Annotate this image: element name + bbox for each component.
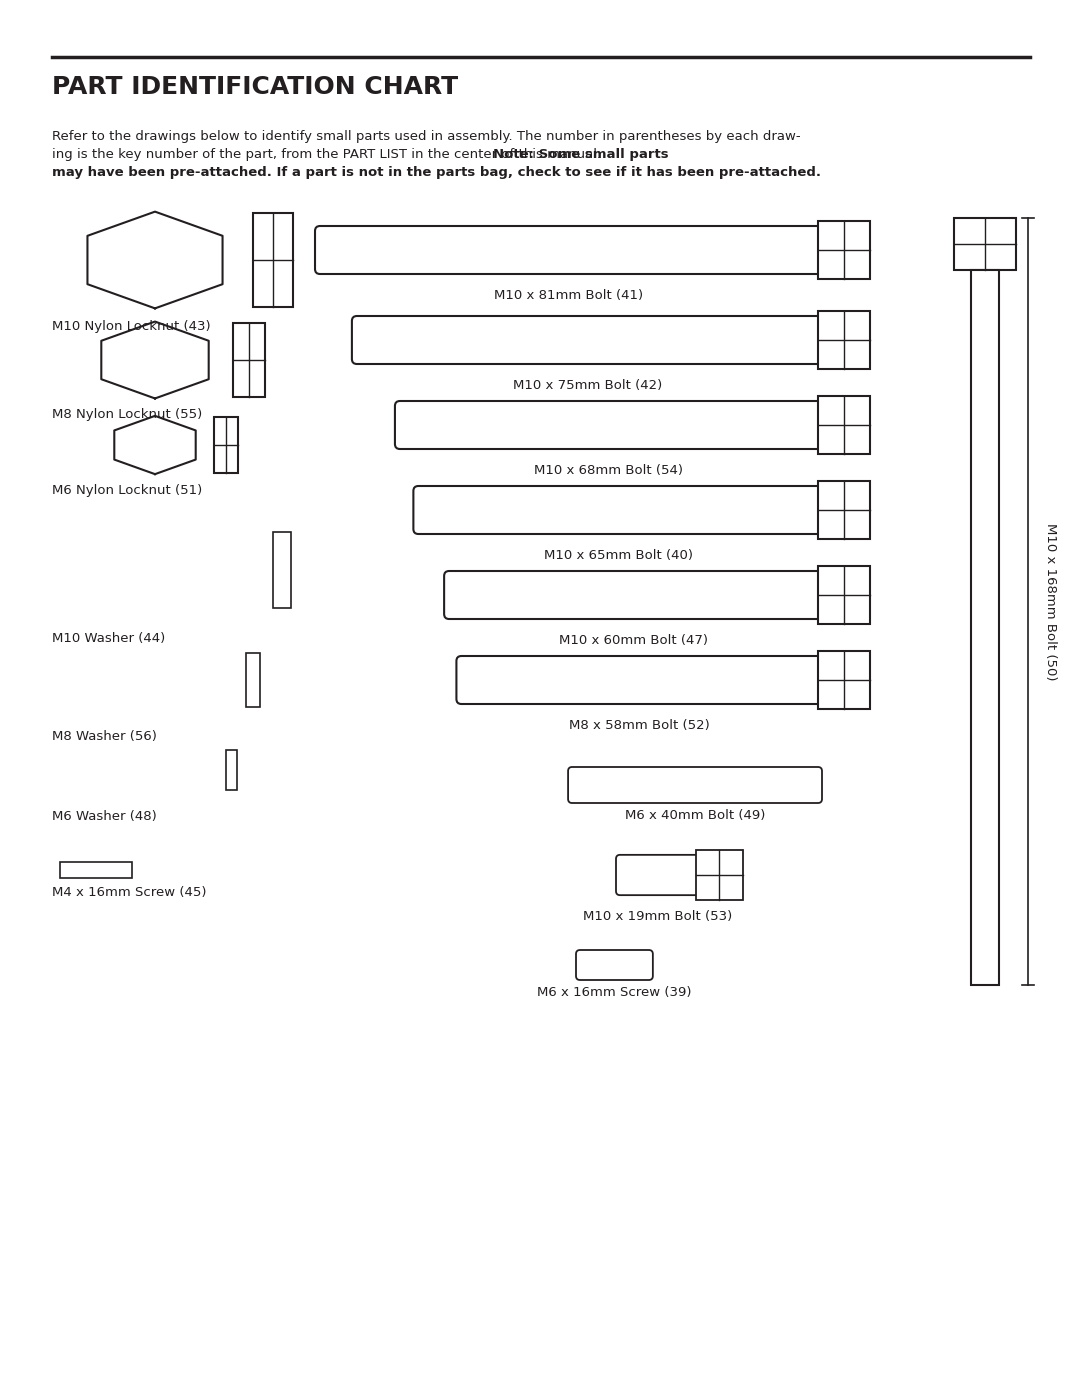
Text: M10 Nylon Locknut (43): M10 Nylon Locknut (43) — [52, 320, 211, 334]
Text: M8 Nylon Locknut (55): M8 Nylon Locknut (55) — [52, 408, 202, 422]
Bar — [233, 323, 265, 397]
FancyBboxPatch shape — [352, 316, 823, 365]
FancyBboxPatch shape — [444, 571, 823, 619]
Text: M10 x 68mm Bolt (54): M10 x 68mm Bolt (54) — [535, 464, 684, 476]
Bar — [696, 851, 743, 900]
Bar — [818, 651, 870, 710]
FancyBboxPatch shape — [568, 767, 822, 803]
FancyBboxPatch shape — [395, 401, 823, 448]
Bar — [214, 416, 238, 474]
Text: M10 x 81mm Bolt (41): M10 x 81mm Bolt (41) — [495, 289, 644, 302]
Bar — [226, 750, 237, 791]
Bar — [954, 218, 1016, 270]
Text: M10 x 65mm Bolt (40): M10 x 65mm Bolt (40) — [543, 549, 692, 562]
Text: Refer to the drawings below to identify small parts used in assembly. The number: Refer to the drawings below to identify … — [52, 130, 800, 142]
FancyBboxPatch shape — [315, 226, 823, 274]
Bar — [273, 532, 291, 608]
Bar — [246, 652, 260, 707]
Text: M10 x 168mm Bolt (50): M10 x 168mm Bolt (50) — [1044, 522, 1057, 680]
FancyBboxPatch shape — [457, 657, 823, 704]
Bar — [971, 270, 999, 985]
Text: M4 x 16mm Screw (45): M4 x 16mm Screw (45) — [52, 886, 206, 900]
Text: M10 x 19mm Bolt (53): M10 x 19mm Bolt (53) — [583, 909, 732, 922]
Text: M10 x 60mm Bolt (47): M10 x 60mm Bolt (47) — [559, 634, 708, 647]
Text: M6 Washer (48): M6 Washer (48) — [52, 810, 157, 823]
Bar — [818, 566, 870, 624]
Bar — [253, 214, 293, 307]
Text: M8 Washer (56): M8 Washer (56) — [52, 731, 157, 743]
Text: may have been pre-attached. If a part is not in the parts bag, check to see if i: may have been pre-attached. If a part is… — [52, 166, 821, 179]
Text: ing is the key number of the part, from the PART LIST in the center of this manu: ing is the key number of the part, from … — [52, 148, 606, 161]
Text: Note: Some small parts: Note: Some small parts — [492, 148, 669, 161]
Text: M6 Nylon Locknut (51): M6 Nylon Locknut (51) — [52, 485, 202, 497]
Bar — [818, 221, 870, 279]
Text: PART IDENTIFICATION CHART: PART IDENTIFICATION CHART — [52, 75, 458, 99]
FancyBboxPatch shape — [414, 486, 823, 534]
Text: M10 x 75mm Bolt (42): M10 x 75mm Bolt (42) — [513, 379, 662, 393]
FancyBboxPatch shape — [576, 950, 652, 981]
Text: M6 x 16mm Screw (39): M6 x 16mm Screw (39) — [537, 986, 691, 999]
Text: M6 x 40mm Bolt (49): M6 x 40mm Bolt (49) — [625, 809, 766, 821]
Bar — [818, 395, 870, 454]
Bar — [818, 312, 870, 369]
FancyBboxPatch shape — [616, 855, 700, 895]
Bar — [60, 862, 132, 877]
Text: M10 Washer (44): M10 Washer (44) — [52, 633, 165, 645]
Bar — [818, 481, 870, 539]
Text: M8 x 58mm Bolt (52): M8 x 58mm Bolt (52) — [569, 719, 710, 732]
